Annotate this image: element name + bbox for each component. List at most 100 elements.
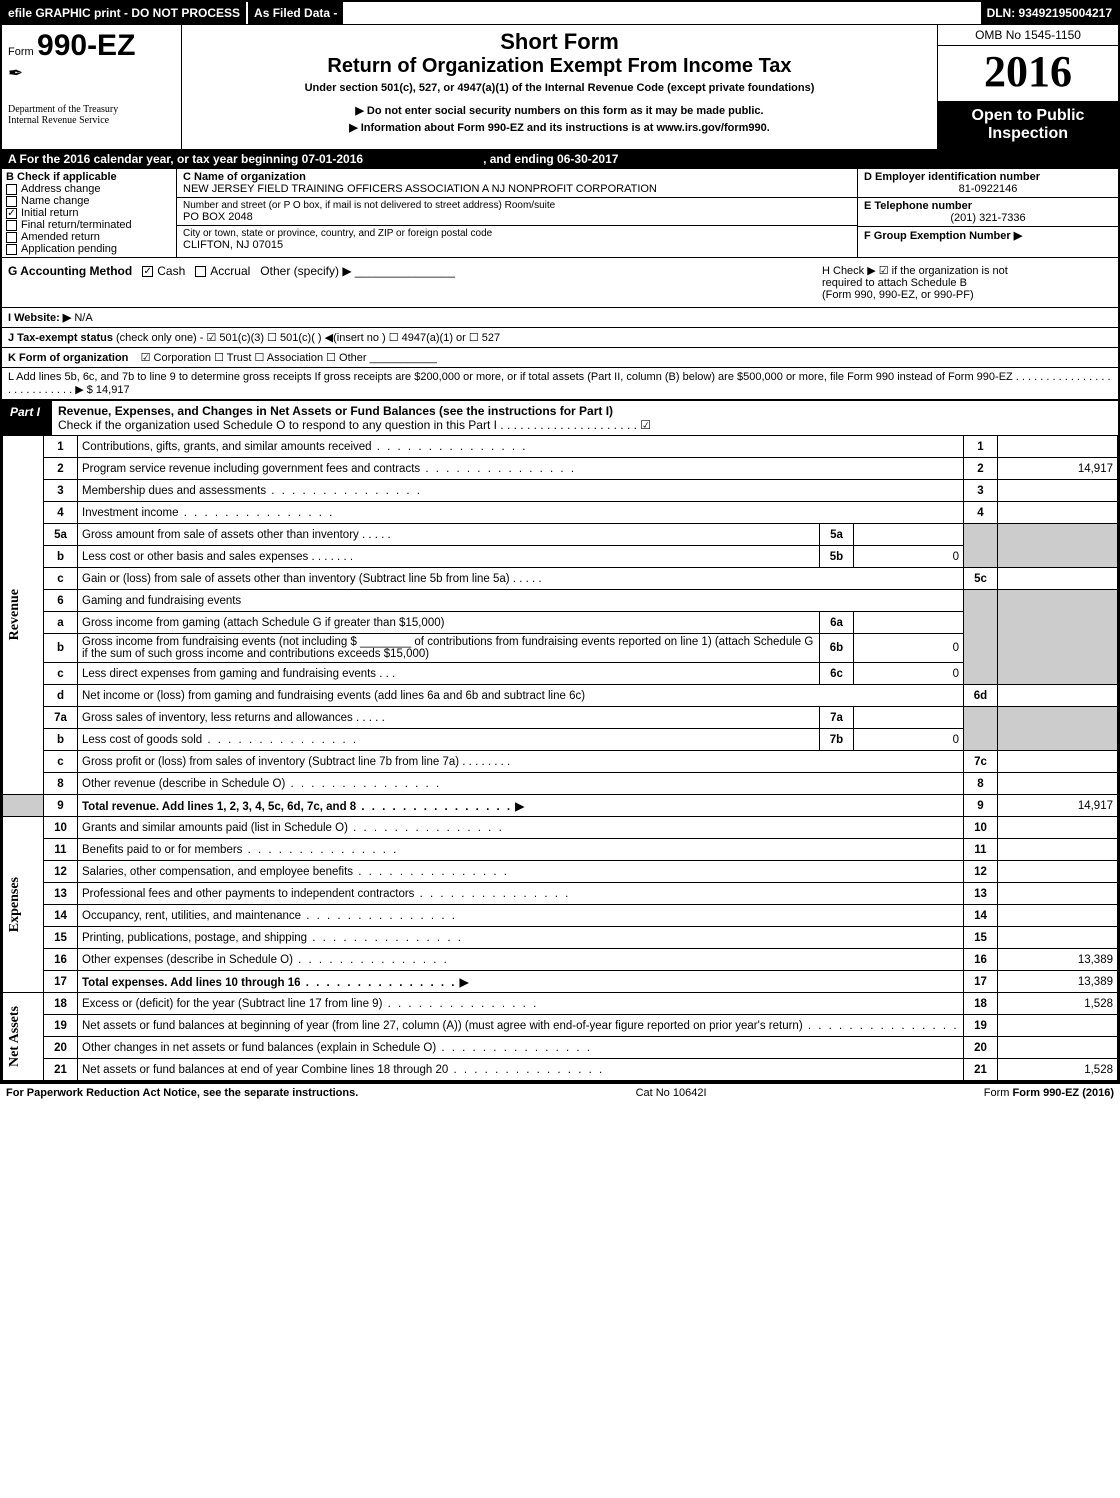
cb-initial-return[interactable] xyxy=(6,208,17,219)
line-6b-desc: Gross income from fundraising events (no… xyxy=(78,634,820,663)
top-bar: efile GRAPHIC print - DO NOT PROCESS As … xyxy=(2,2,1118,24)
dept1: Department of the Treasury xyxy=(8,104,175,115)
section-BCD: B Check if applicable Address change Nam… xyxy=(2,168,1118,257)
line-2-no: 2 xyxy=(44,458,78,480)
line-6-no: 6 xyxy=(44,590,78,612)
line-7b-desc: Less cost of goods sold xyxy=(82,734,202,746)
line-16-ref: 16 xyxy=(964,949,998,971)
line-10-val xyxy=(998,817,1118,839)
line-21-ref: 21 xyxy=(964,1059,998,1081)
cal-year-start: A For the 2016 calendar year, or tax yea… xyxy=(8,152,363,166)
cal-year-end: , and ending 06-30-2017 xyxy=(483,152,618,166)
line-15-val xyxy=(998,927,1118,949)
line-19-no: 19 xyxy=(44,1015,78,1037)
line-5a-no: 5a xyxy=(44,524,78,546)
D-label: D Employer identification number xyxy=(864,171,1112,183)
section-A: A For the 2016 calendar year, or tax yea… xyxy=(2,149,1118,168)
line-4-ref: 4 xyxy=(964,502,998,524)
G-label: G Accounting Method xyxy=(8,264,132,278)
line-6c-desc: Less direct expenses from gaming and fun… xyxy=(82,668,376,680)
line-17-val: 13,389 xyxy=(998,971,1118,993)
line-19-ref: 19 xyxy=(964,1015,998,1037)
line-13-desc: Professional fees and other payments to … xyxy=(82,888,414,900)
section-K: K Form of organization ☑ Corporation ☐ T… xyxy=(2,347,1118,367)
line-2-ref: 2 xyxy=(964,458,998,480)
line-6b-sub: 6b xyxy=(820,634,854,663)
F-label: F Group Exemption Number ▶ xyxy=(864,230,1022,242)
phone-value: (201) 321-7336 xyxy=(864,212,1112,224)
tax-year: 2016 xyxy=(938,46,1118,97)
line-13-ref: 13 xyxy=(964,883,998,905)
form-number: 990-EZ xyxy=(37,29,135,62)
page-footer: For Paperwork Reduction Act Notice, see … xyxy=(0,1083,1120,1102)
street-value: PO BOX 2048 xyxy=(183,211,851,223)
line-17-ref: 17 xyxy=(964,971,998,993)
line-20-no: 20 xyxy=(44,1037,78,1059)
omb-number: OMB No 1545-1150 xyxy=(938,25,1118,46)
form-prefix: Form xyxy=(8,46,34,58)
line-6d-desc: Net income or (loss) from gaming and fun… xyxy=(78,685,964,707)
line-9-val: 14,917 xyxy=(998,795,1118,817)
line-8-ref: 8 xyxy=(964,773,998,795)
footer-center: Cat No 10642I xyxy=(358,1087,983,1099)
line-2-desc: Program service revenue including govern… xyxy=(82,463,420,475)
line-15-desc: Printing, publications, postage, and shi… xyxy=(82,932,307,944)
line-6c-subval: 0 xyxy=(854,663,964,685)
B-title: B Check if applicable xyxy=(6,171,172,183)
cb-address-change[interactable] xyxy=(6,184,17,195)
lines-table: Revenue 1 Contributions, gifts, grants, … xyxy=(2,435,1118,1081)
footer-left: For Paperwork Reduction Act Notice, see … xyxy=(6,1087,358,1099)
cb-application-pending[interactable] xyxy=(6,244,17,255)
cb-accrual[interactable] xyxy=(195,266,206,277)
city-label: City or town, state or province, country… xyxy=(183,228,851,239)
K-label: K Form of organization xyxy=(8,352,128,364)
line-7c-ref: 7c xyxy=(964,751,998,773)
opt-name-change: Name change xyxy=(21,195,90,207)
line-7c-val xyxy=(998,751,1118,773)
org-name: NEW JERSEY FIELD TRAINING OFFICERS ASSOC… xyxy=(183,183,851,195)
line-18-desc: Excess or (deficit) for the year (Subtra… xyxy=(82,998,382,1010)
line-7c-desc: Gross profit or (loss) from sales of inv… xyxy=(82,756,459,768)
website-value: N/A xyxy=(74,312,92,324)
line-7a-subval xyxy=(854,707,964,729)
efile-label: efile GRAPHIC print - DO NOT PROCESS xyxy=(2,2,246,24)
line-3-val xyxy=(998,480,1118,502)
line-14-ref: 14 xyxy=(964,905,998,927)
warn-ssn: ▶ Do not enter social security numbers o… xyxy=(188,104,931,117)
line-6a-sub: 6a xyxy=(820,612,854,634)
line-5a-desc: Gross amount from sale of assets other t… xyxy=(82,529,359,541)
line-6-desc: Gaming and fundraising events xyxy=(78,590,964,612)
line-11-ref: 11 xyxy=(964,839,998,861)
section-J: J Tax-exempt status (check only one) - ☑… xyxy=(2,327,1118,347)
part-I-header: Part I Revenue, Expenses, and Changes in… xyxy=(2,399,1118,435)
line-10-ref: 10 xyxy=(964,817,998,839)
line-6d-val xyxy=(998,685,1118,707)
line-5c-no: c xyxy=(44,568,78,590)
cb-name-change[interactable] xyxy=(6,196,17,207)
line-4-val xyxy=(998,502,1118,524)
cb-cash[interactable] xyxy=(142,266,153,277)
section-I: I Website: ▶ N/A xyxy=(2,307,1118,327)
cb-final-return[interactable] xyxy=(6,220,17,231)
warn-info: ▶ Information about Form 990-EZ and its … xyxy=(188,121,931,134)
I-label: I Website: ▶ xyxy=(8,312,71,324)
line-7a-no: 7a xyxy=(44,707,78,729)
line-20-ref: 20 xyxy=(964,1037,998,1059)
line-21-no: 21 xyxy=(44,1059,78,1081)
line-7b-sub: 7b xyxy=(820,729,854,751)
line-1-no: 1 xyxy=(44,436,78,458)
netassets-side-label: Net Assets xyxy=(7,1006,23,1067)
line-8-desc: Other revenue (describe in Schedule O) xyxy=(82,778,285,790)
section-B: B Check if applicable Address change Nam… xyxy=(2,169,177,257)
line-16-val: 13,389 xyxy=(998,949,1118,971)
cb-amended-return[interactable] xyxy=(6,232,17,243)
section-DEF: D Employer identification number 81-0922… xyxy=(858,169,1118,257)
line-5b-no: b xyxy=(44,546,78,568)
line-7b-no: b xyxy=(44,729,78,751)
part-I-title: Revenue, Expenses, and Changes in Net As… xyxy=(58,404,613,418)
line-20-val xyxy=(998,1037,1118,1059)
short-form-title: Short Form xyxy=(188,29,931,55)
K-options: ☑ Corporation ☐ Trust ☐ Association ☐ Ot… xyxy=(141,352,367,364)
section-C: C Name of organization NEW JERSEY FIELD … xyxy=(177,169,858,257)
line-10-no: 10 xyxy=(44,817,78,839)
